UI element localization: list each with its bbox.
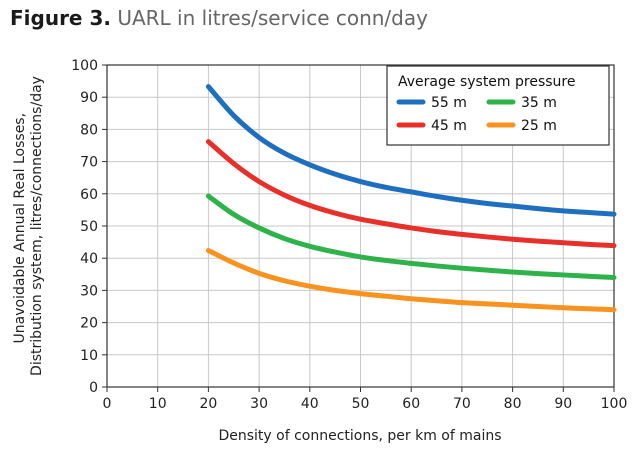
x-tick-label: 30: [250, 396, 268, 412]
y-tick-label: 60: [80, 187, 98, 203]
x-tick-label: 70: [453, 396, 471, 412]
legend-label-45-m: 45 m: [431, 118, 467, 134]
x-tick-label: 90: [554, 396, 572, 412]
x-tick-label: 100: [601, 396, 628, 412]
x-axis-title: Density of connections, per km of mains: [218, 428, 501, 444]
y-tick-label: 70: [80, 155, 98, 171]
y-tick-label: 40: [80, 251, 98, 267]
x-tick-label: 40: [301, 396, 319, 412]
series-line-35-m: [205, 193, 617, 281]
legend: Average system pressure 55 m 35 m 45 m 25 m: [386, 65, 610, 146]
y-tick-label: 10: [80, 348, 98, 364]
y-tick-label: 100: [71, 58, 98, 74]
y-tick-label: 90: [80, 90, 98, 106]
x-tick-label: 80: [504, 396, 522, 412]
y-tick-label: 50: [80, 219, 98, 235]
legend-box: [386, 65, 610, 146]
legend-label-25-m: 25 m: [521, 118, 557, 134]
y-axis-title-line-1: Unavoidable Annual Real Losses,: [12, 113, 28, 344]
x-axis-ticks: 0 10 20 30 40 50 60 70 80 90 100: [103, 387, 628, 412]
figure-title-text: UARL in litres/service conn/day: [117, 6, 428, 30]
figure-label: Figure 3.: [10, 6, 111, 30]
y-axis-ticks: 0 10 20 30 40 50 60 70 80 90 100: [71, 58, 107, 396]
chart-series: [205, 84, 617, 313]
legend-label-35-m: 35 m: [521, 95, 557, 111]
series-line-25-m: [205, 247, 617, 313]
series-line-45-m: [205, 139, 617, 249]
legend-label-55-m: 55 m: [431, 95, 467, 111]
y-axis-title-line-2: Distribution system, litres/connections/…: [29, 76, 45, 376]
legend-items: 55 m 35 m 45 m 25 m: [396, 95, 557, 134]
y-tick-label: 30: [80, 283, 98, 299]
x-tick-label: 20: [199, 396, 217, 412]
y-tick-label: 20: [80, 316, 98, 332]
legend-title: Average system pressure: [398, 74, 575, 90]
y-tick-label: 80: [80, 122, 98, 138]
x-tick-label: 10: [149, 396, 167, 412]
series-line-55-m: [205, 84, 617, 217]
x-tick-label: 0: [103, 396, 112, 412]
x-tick-label: 60: [402, 396, 420, 412]
y-axis-title: Unavoidable Annual Real Losses, Distribu…: [12, 76, 45, 376]
x-tick-label: 50: [352, 396, 370, 412]
y-tick-label: 0: [89, 380, 98, 396]
figure-title: Figure 3. UARL in litres/service conn/da…: [10, 6, 428, 30]
